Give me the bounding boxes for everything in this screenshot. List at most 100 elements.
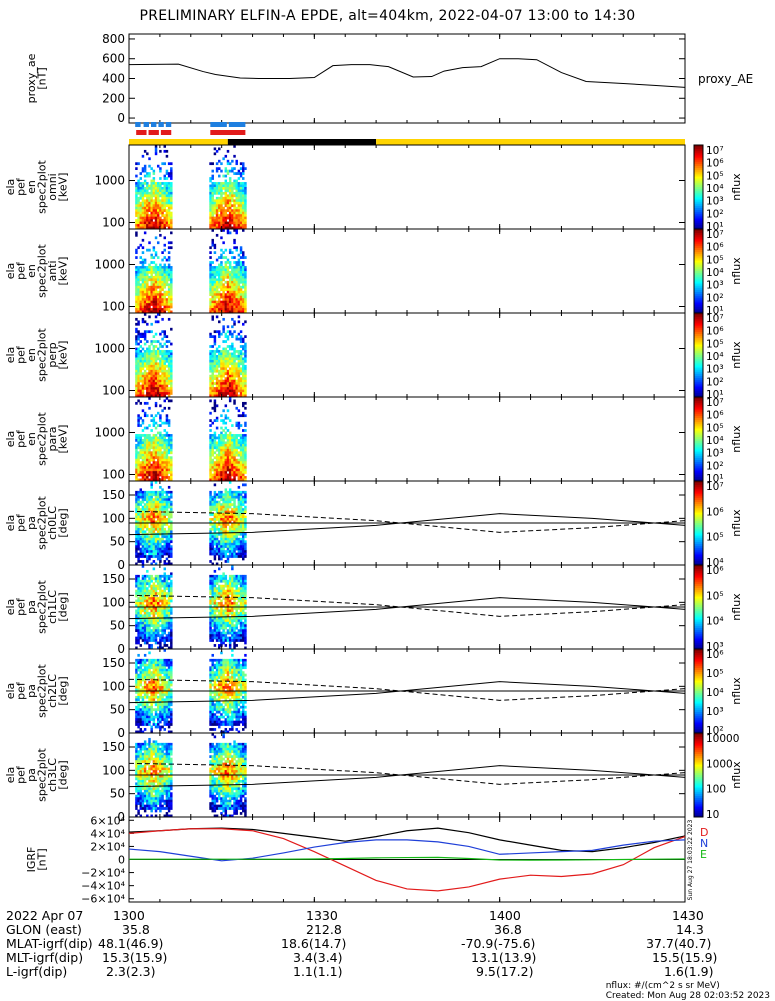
spectrogram-cell <box>209 624 211 627</box>
spectrogram-cell <box>137 199 139 202</box>
spectrogram-cell <box>155 219 157 222</box>
spectrogram-cell <box>233 461 235 464</box>
spectrogram-cell <box>216 575 218 578</box>
spectrogram-cell <box>153 627 155 630</box>
spectrogram-cell <box>233 592 235 595</box>
spectrogram-cell <box>144 639 146 642</box>
spectrogram-cell <box>218 390 220 393</box>
spectrogram-cell <box>170 187 172 190</box>
spectrogram-cell <box>161 278 163 281</box>
spectrogram-cell <box>150 367 152 370</box>
spectrogram-cell <box>148 382 150 385</box>
spectrogram-cell <box>222 330 224 333</box>
spectrogram-cell <box>229 419 231 422</box>
spectrogram-cell <box>242 306 244 309</box>
spectrogram-cell <box>211 469 213 472</box>
spectrogram-cell <box>240 446 242 449</box>
spectrogram-cell <box>225 249 227 252</box>
spectrogram-cell <box>242 380 244 383</box>
spectrogram-cell <box>159 503 161 506</box>
spectrogram-cell <box>144 192 146 195</box>
spectrogram-cell <box>240 434 242 437</box>
spectrogram-cell <box>220 637 222 640</box>
spectrogram-cell <box>222 508 224 511</box>
spectrogram-cell <box>135 273 137 276</box>
spectrogram-cell <box>155 513 157 516</box>
spectrogram-cell <box>144 222 146 225</box>
spectrogram-cell <box>231 612 233 615</box>
spectrogram-cell <box>238 212 240 215</box>
spectrogram-cell <box>142 634 144 637</box>
spectrogram-cell <box>161 446 163 449</box>
spectrogram-cell <box>227 365 229 368</box>
spectrogram-cell <box>242 446 244 449</box>
spectrogram-cell <box>242 516 244 519</box>
spectrogram-cell <box>144 385 146 388</box>
spectrogram-cell <box>144 353 146 356</box>
spectrogram-cell <box>148 590 150 593</box>
spectrogram-cell <box>170 207 172 210</box>
spectrogram-cell <box>146 614 148 617</box>
spectrogram-cell <box>240 189 242 192</box>
spectrogram-cell <box>146 182 148 185</box>
spectrogram-cell <box>155 619 157 622</box>
spectrogram-cell <box>242 469 244 472</box>
spectrogram-cell <box>222 585 224 588</box>
spectrogram-cell <box>166 390 168 393</box>
spectrogram-cell <box>216 632 218 635</box>
spectrogram-cell <box>220 362 222 365</box>
spectrogram-cell <box>164 362 166 365</box>
spectrogram-cell <box>231 498 233 501</box>
spectrogram-cell <box>211 303 213 306</box>
spectrogram-cell <box>244 377 246 380</box>
spectrogram-cell <box>137 360 139 363</box>
spectrogram-cell <box>209 399 211 402</box>
spectrogram-cell <box>211 212 213 215</box>
spectrogram-cell <box>209 553 211 556</box>
spectrogram-cell <box>148 501 150 504</box>
spectrogram-cell <box>142 251 144 254</box>
spectrogram-cell <box>218 437 220 440</box>
spectrogram-cell <box>157 377 159 380</box>
spectrogram-cell <box>164 353 166 356</box>
spectrogram-cell <box>231 192 233 195</box>
spectrogram-cell <box>240 372 242 375</box>
ae-line <box>129 59 685 88</box>
spectrogram-cell <box>242 273 244 276</box>
spectrogram-cell <box>153 437 155 440</box>
spectrogram-cell <box>231 286 233 289</box>
spectrogram-cell <box>157 580 159 583</box>
spectrogram-cell <box>229 642 231 645</box>
spectrogram-cell <box>164 296 166 299</box>
spectrogram-cell <box>222 212 224 215</box>
spectrogram-cell <box>142 333 144 336</box>
spectrogram-cell <box>159 414 161 417</box>
spectrogram-cell <box>211 261 213 264</box>
spectrogram-cell <box>238 254 240 257</box>
spectrogram-cell <box>220 634 222 637</box>
spectrogram-cell <box>214 540 216 543</box>
spectrogram-cell <box>238 355 240 358</box>
spectrogram-cell <box>220 278 222 281</box>
spectrogram-cell <box>144 204 146 207</box>
spectrogram-cell <box>137 464 139 467</box>
spectrogram-cell <box>240 469 242 472</box>
spectrogram-cell <box>150 256 152 259</box>
spectrogram-cell <box>161 372 163 375</box>
spectrogram-cell <box>231 528 233 531</box>
spectrogram-cell <box>209 202 211 205</box>
spectrogram-cell <box>153 553 155 556</box>
spectrogram-cell <box>216 315 218 318</box>
spectrogram-cell <box>229 276 231 279</box>
spectrogram-cell <box>142 449 144 452</box>
spectrogram-cell <box>135 293 137 296</box>
spectrogram-cell <box>153 278 155 281</box>
spectrogram-cell <box>220 543 222 546</box>
spectrogram-cell <box>227 476 229 479</box>
spectrogram-cell <box>140 580 142 583</box>
spectrogram-cell <box>231 538 233 541</box>
spectrogram-cell <box>144 582 146 585</box>
spectrogram-cell <box>140 387 142 390</box>
spectrogram-cell <box>166 444 168 447</box>
spectrogram-cell <box>142 409 144 412</box>
